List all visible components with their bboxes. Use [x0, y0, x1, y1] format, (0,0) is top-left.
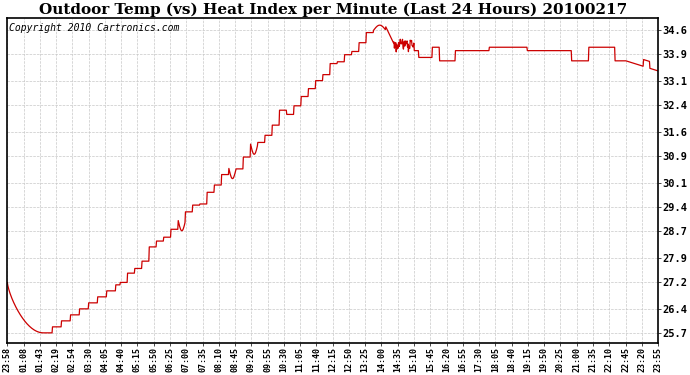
Title: Outdoor Temp (vs) Heat Index per Minute (Last 24 Hours) 20100217: Outdoor Temp (vs) Heat Index per Minute …	[39, 3, 627, 17]
Text: Copyright 2010 Cartronics.com: Copyright 2010 Cartronics.com	[8, 23, 179, 33]
